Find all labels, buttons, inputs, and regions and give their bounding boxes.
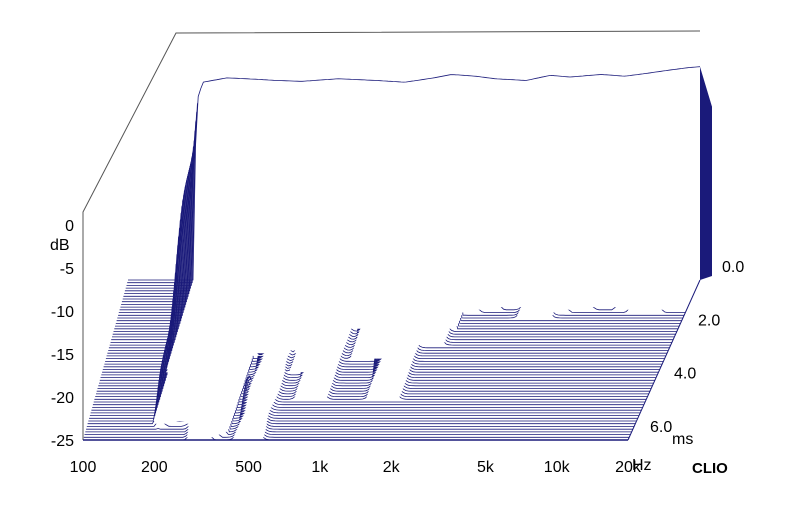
y-tick-label: -5 bbox=[60, 261, 74, 278]
time-unit-label: ms bbox=[672, 431, 694, 448]
slice-line bbox=[87, 391, 636, 425]
time-tick-label: 4.0 bbox=[674, 366, 696, 383]
slice-line bbox=[86, 388, 635, 427]
time-tick-label: 2.0 bbox=[698, 312, 720, 329]
slice-line bbox=[86, 384, 633, 430]
frame-back bbox=[82, 30, 701, 440]
y-unit-label: dB bbox=[50, 237, 70, 254]
x-unit-label: Hz bbox=[632, 457, 652, 474]
x-tick-label: 20k bbox=[615, 459, 642, 476]
x-tick-label: 10k bbox=[544, 459, 571, 476]
brand-label: CLIO bbox=[692, 460, 728, 477]
slice-fill bbox=[128, 66, 700, 280]
right-wall bbox=[700, 66, 712, 280]
x-tick-label: 200 bbox=[141, 459, 168, 476]
x-tick-label: 100 bbox=[70, 459, 97, 476]
y-tick-label: -20 bbox=[51, 390, 74, 407]
time-tick-label: 6.0 bbox=[650, 419, 672, 436]
x-tick-label: 5k bbox=[477, 459, 495, 476]
x-tick-label: 1k bbox=[311, 459, 329, 476]
time-tick-label: 0.0 bbox=[722, 259, 744, 276]
x-tick-label: 500 bbox=[235, 459, 262, 476]
y-tick-label: -15 bbox=[51, 347, 74, 364]
slice-line bbox=[84, 377, 631, 436]
slice-line bbox=[83, 375, 630, 438]
right-baseline bbox=[627, 279, 701, 441]
y-tick-label: 0 bbox=[65, 218, 74, 235]
x-tick-label: 2k bbox=[383, 459, 401, 476]
y-tick-label: -10 bbox=[51, 304, 74, 321]
y-tick-label: -25 bbox=[51, 433, 74, 450]
slice-line bbox=[128, 66, 701, 281]
slice-line bbox=[85, 380, 632, 433]
